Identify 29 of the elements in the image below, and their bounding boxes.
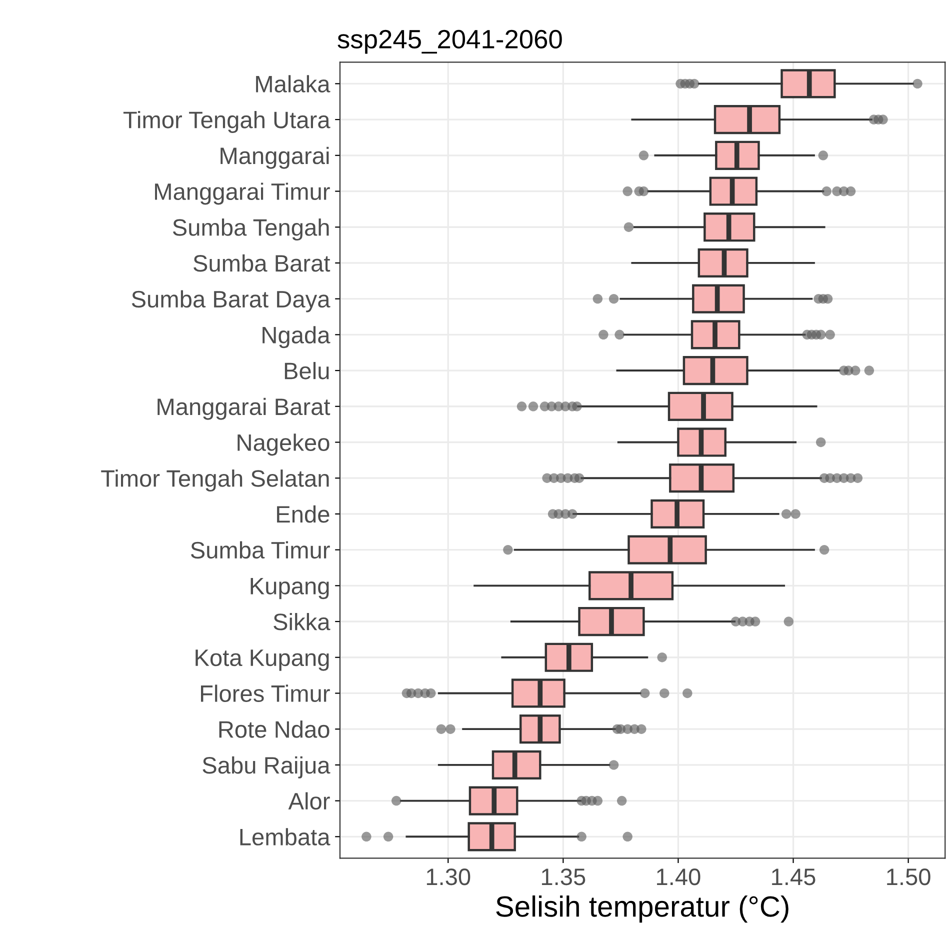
y-tick-label: Ende bbox=[277, 505, 330, 523]
y-tick-label: Manggarai Timur bbox=[155, 182, 330, 205]
y-tick-label: Kupang bbox=[250, 578, 329, 600]
y-tick-label: Belu bbox=[284, 362, 329, 380]
y-tick-label: Sikka bbox=[274, 612, 330, 630]
y-tick-label: Sumba Tengah bbox=[172, 218, 329, 241]
x-tick-label: 1.30 bbox=[426, 868, 470, 886]
y-tick-label: Timor Tengah Selatan bbox=[101, 470, 329, 492]
y-tick-label: Flores Timur bbox=[201, 684, 330, 702]
y-tick-label: Ngada bbox=[262, 326, 330, 348]
y-tick-label: Sumba Timur bbox=[190, 541, 330, 559]
y-tick-label: Sabu Raijua bbox=[202, 756, 330, 778]
x-axis-title: Selisih temperatur (°C) bbox=[496, 895, 788, 923]
chart-title: ssp245_2041-2060 bbox=[338, 30, 562, 54]
y-tick-label: Kota Kupang bbox=[196, 650, 329, 671]
y-tick-label: Alor bbox=[288, 792, 330, 810]
y-tick-label: Nagekeo bbox=[238, 434, 330, 456]
y-tick-label: Sumba Barat Daya bbox=[132, 290, 330, 312]
y-tick-label: Manggarai bbox=[220, 146, 329, 169]
y-tick-label: Timor Tengah Utara bbox=[123, 110, 330, 133]
y-tick-label: Rote Ndao bbox=[219, 720, 330, 738]
y-tick-label: Malaka bbox=[256, 75, 330, 92]
y-tick-label: Sumba Barat bbox=[194, 254, 330, 272]
y-tick-label: Lembata bbox=[240, 828, 330, 846]
x-tick-label: 1.50 bbox=[887, 868, 930, 886]
x-tick-label: 1.45 bbox=[772, 868, 816, 886]
y-tick-label: Manggarai Barat bbox=[158, 398, 330, 420]
x-tick-label: 1.40 bbox=[657, 868, 700, 886]
x-tick-label: 1.35 bbox=[542, 868, 586, 886]
